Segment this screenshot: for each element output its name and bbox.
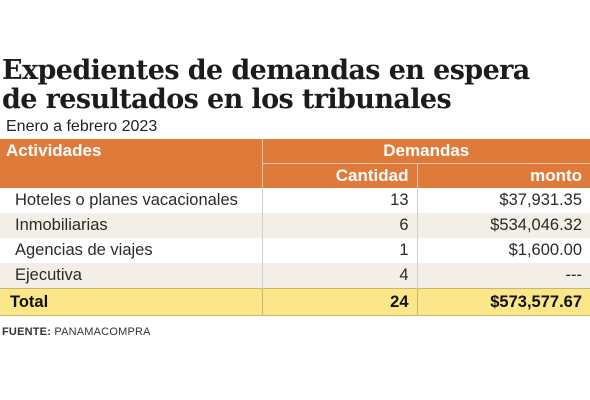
source-note: FUENTE: PANAMACOMPRA <box>2 326 151 338</box>
date-range-subtitle: Enero a febrero 2023 <box>6 118 158 135</box>
page-title: Expedientes de demandas en espera de res… <box>2 56 588 114</box>
source-value: PANAMACOMPRA <box>54 326 151 338</box>
header-actividades: Actividades <box>0 139 262 164</box>
table-subheader-row: Cantidad monto <box>0 163 590 188</box>
table-header-row: Actividades Demandas <box>0 139 590 164</box>
header-blank-cell <box>0 163 262 188</box>
header-cantidad: Cantidad <box>261 163 417 188</box>
row-actividad: Ejecutiva <box>0 263 262 289</box>
source-label: FUENTE: <box>2 326 52 338</box>
row-actividad: Agencias de viajes <box>15 241 153 259</box>
total-row: Total 24 $573,577.67 <box>0 288 590 316</box>
table-row: Hoteles o planes vacacionales 13 $37,931… <box>0 188 590 213</box>
row-monto: $1,600.00 <box>416 238 590 263</box>
total-monto: $573,577.67 <box>416 288 590 316</box>
title-line-1: Expedientes de demandas en espera <box>2 55 530 86</box>
row-monto: $534,046.32 <box>416 213 590 238</box>
table-row: Agencias de viajes 1 $1,600.00 <box>0 238 590 263</box>
header-monto: monto <box>416 163 590 188</box>
row-actividad: Inmobiliarias <box>0 213 262 238</box>
table-row: Ejecutiva 4 --- <box>0 263 590 289</box>
row-cantidad: 13 <box>261 188 417 213</box>
row-cantidad: 4 <box>261 263 417 289</box>
total-cantidad: 24 <box>261 288 417 316</box>
header-demandas: Demandas <box>261 139 590 164</box>
row-monto: $37,931.35 <box>416 188 590 213</box>
row-cantidad: 6 <box>261 213 417 238</box>
row-cantidad: 1 <box>261 238 417 263</box>
total-label: Total <box>0 288 262 316</box>
demandas-table: Actividades Demandas Cantidad monto Hote… <box>0 139 590 316</box>
row-actividad: Hoteles o planes vacacionales <box>15 191 238 209</box>
table-row: Inmobiliarias 6 $534,046.32 <box>0 213 590 238</box>
title-line-2: de resultados en los tribunales <box>2 84 452 115</box>
row-monto: --- <box>416 263 590 289</box>
